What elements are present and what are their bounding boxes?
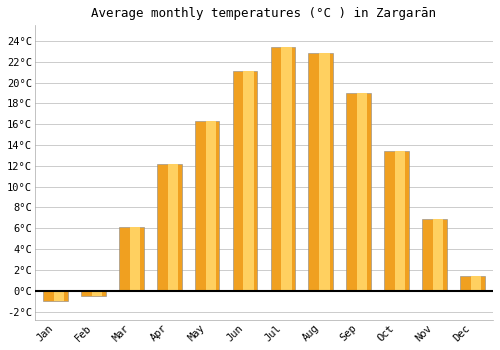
Bar <box>270 47 295 291</box>
Bar <box>357 93 368 291</box>
Bar <box>119 227 144 291</box>
Bar <box>319 54 330 291</box>
Bar <box>433 219 443 291</box>
Bar <box>244 71 254 291</box>
Bar <box>346 93 371 291</box>
Bar <box>395 151 406 291</box>
Bar <box>308 54 333 291</box>
Bar <box>460 276 484 291</box>
Bar <box>206 121 216 291</box>
Bar <box>168 164 178 291</box>
Bar <box>422 219 446 291</box>
Bar <box>470 276 481 291</box>
Bar <box>54 291 64 301</box>
Bar <box>384 151 409 291</box>
Title: Average monthly temperatures (°C ) in Zargarān: Average monthly temperatures (°C ) in Za… <box>92 7 436 20</box>
Bar <box>81 291 106 296</box>
Bar <box>282 47 292 291</box>
Bar <box>43 291 68 301</box>
Bar <box>195 121 220 291</box>
Bar <box>130 227 140 291</box>
Bar <box>232 71 258 291</box>
Bar <box>157 164 182 291</box>
Bar <box>92 291 102 296</box>
